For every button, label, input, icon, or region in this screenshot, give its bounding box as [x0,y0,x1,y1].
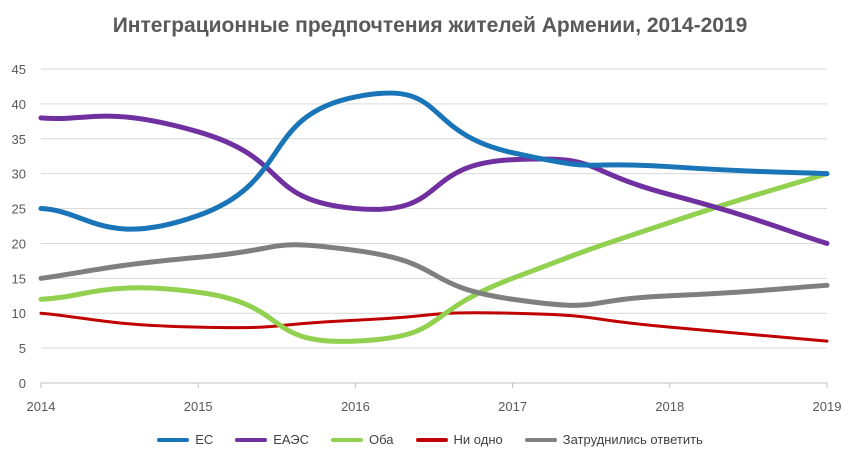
chart-title: Интеграционные предпочтения жителей Арме… [112,14,748,37]
legend-item: Затруднились ответить [524,432,703,447]
y-tick-label: 25 [12,202,26,217]
legend-label: Затруднились ответить [562,432,703,447]
series-line-0 [38,90,830,232]
x-tick-label: 2015 [184,399,213,414]
y-tick-label: 10 [12,306,26,321]
y-tick-label: 0 [19,376,26,391]
x-tick-label: 2014 [27,399,56,414]
legend-swatch [415,437,448,442]
series-line-4 [38,242,830,308]
series-line-2 [38,171,830,344]
legend-item: Ни одно [415,432,503,447]
series-lines [38,90,830,344]
legend-swatch [157,437,190,442]
y-tick-label: 20 [12,236,26,251]
legend-item: ЕАЭС [235,432,309,447]
legend-swatch [235,437,268,442]
x-tick-label: 2018 [655,399,684,414]
y-tick-label: 15 [12,271,26,286]
legend-label: Ни одно [453,432,503,447]
y-tick-label: 35 [12,132,26,147]
series-line-3 [39,311,829,343]
y-tick-label: 5 [19,341,26,356]
y-tick-label: 40 [12,97,26,112]
legend-swatch [524,437,557,442]
x-tick-label: 2019 [813,399,842,414]
y-tick-label: 30 [12,167,26,182]
y-axis-ticks: 0 5 10 15 20 25 30 35 40 45 [12,62,26,391]
x-tick-label: 2016 [341,399,370,414]
legend-label: ЕАЭС [273,432,310,447]
gridlines [41,68,827,384]
legend-item: Оба [331,432,394,447]
legend: ЕС ЕАЭС Оба Ни одно Затруднились ответить [0,432,860,447]
y-tick-label: 45 [12,62,26,77]
x-tick-label: 2017 [498,399,527,414]
legend-item: ЕС [157,432,213,447]
legend-label: ЕС [195,432,214,447]
x-axis-ticks: 2014 2015 2016 2017 2018 2019 [27,383,842,414]
legend-label: Оба [369,432,394,447]
legend-swatch [331,437,364,442]
series-line-1 [38,113,830,246]
